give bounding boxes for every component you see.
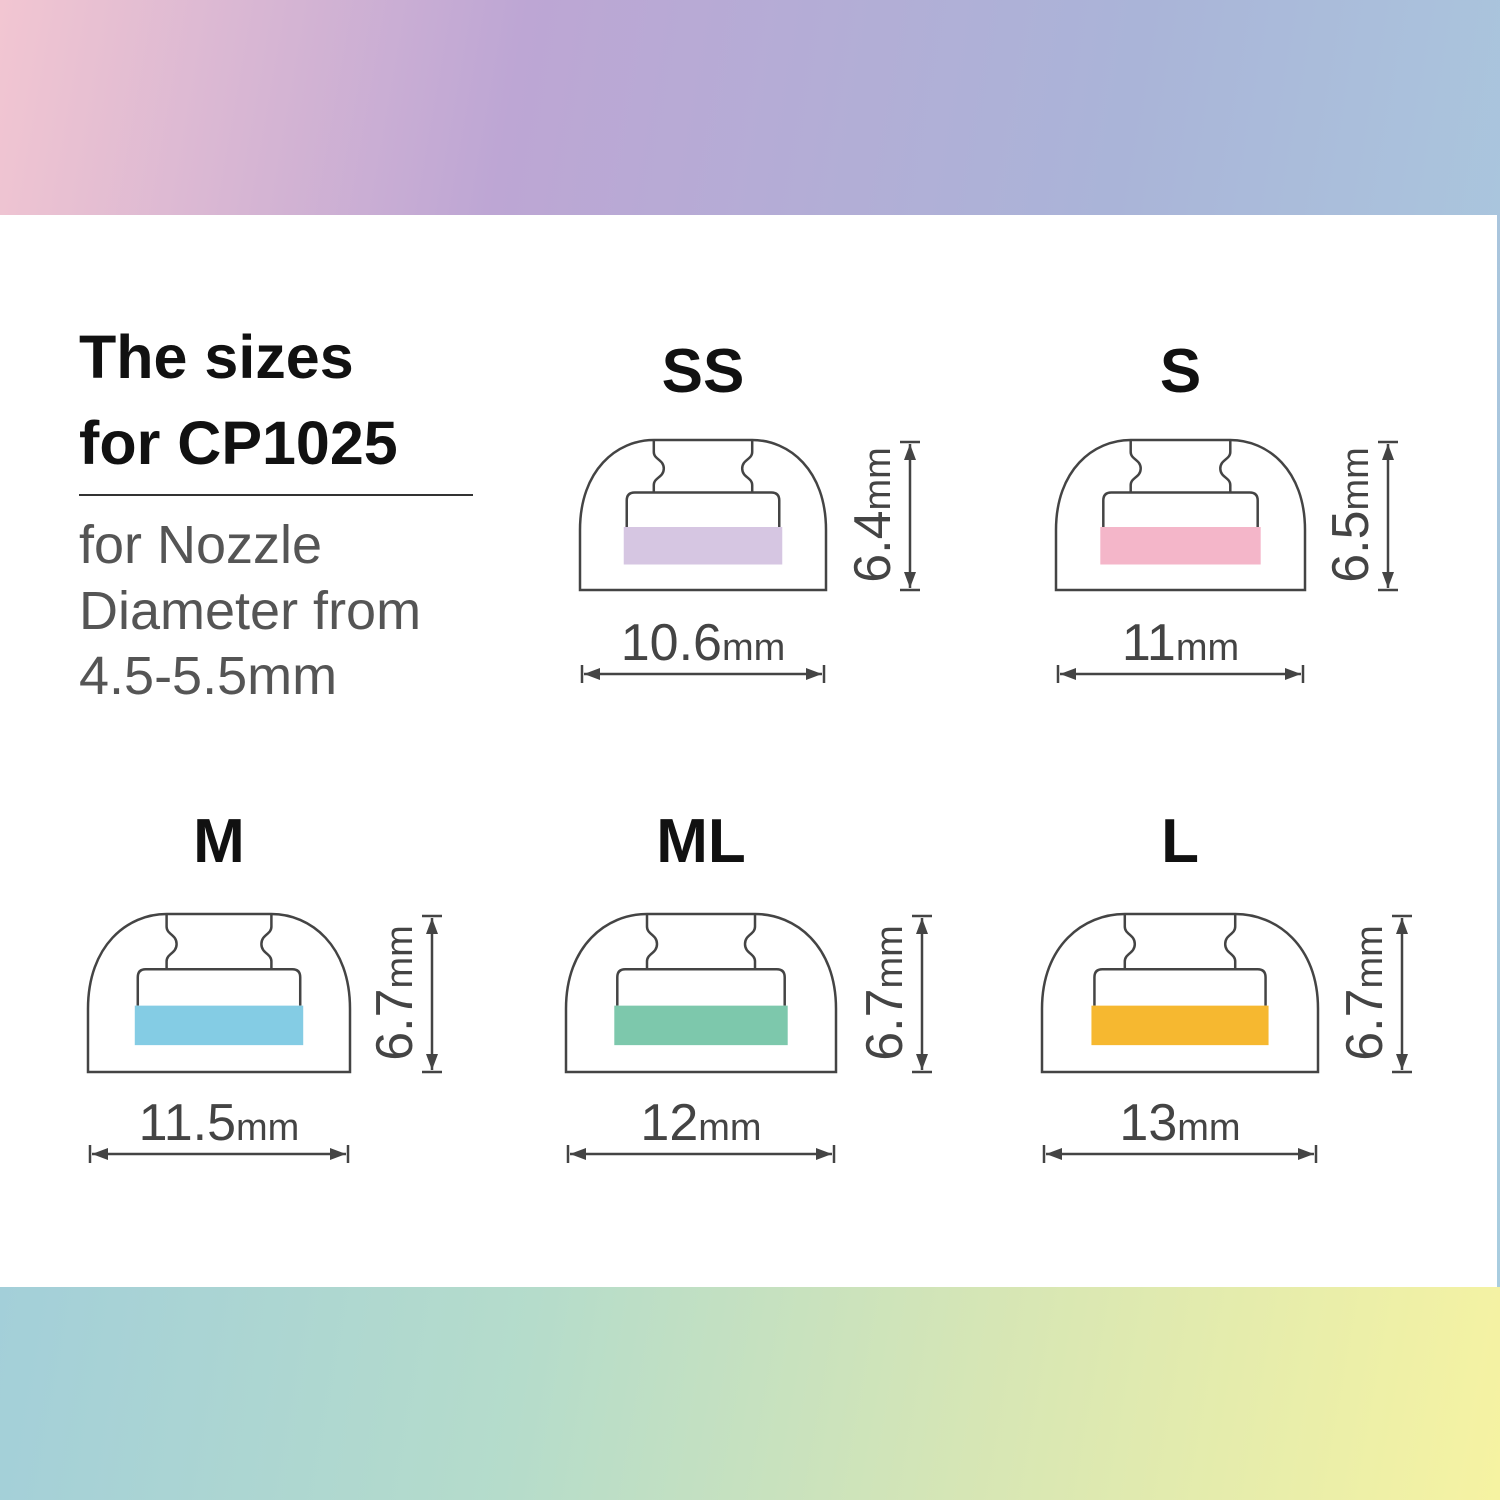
width-dimension-line <box>1056 665 1305 683</box>
color-band <box>614 1005 788 1046</box>
height-dimension-line <box>1392 914 1412 1074</box>
width-dimension-line <box>580 665 826 683</box>
inner-core <box>1093 968 1267 1006</box>
nozzle-neck <box>1123 914 1237 970</box>
color-band <box>1100 527 1261 565</box>
subheading-line-2: Diameter from <box>79 581 422 641</box>
width-value: 11mm <box>1122 614 1239 672</box>
subheading-line-1: for Nozzle <box>79 515 323 575</box>
ear-tip-outline <box>1040 912 1320 1074</box>
nozzle-neck <box>652 440 754 493</box>
inner-core <box>136 968 302 1006</box>
width-value: 12mm <box>640 1094 761 1152</box>
nozzle-neck <box>645 914 757 970</box>
tip-size-label: SS <box>662 337 745 406</box>
width-value: 13mm <box>1119 1094 1240 1152</box>
width-dimension-line <box>566 1145 836 1163</box>
height-value: 6.4mm <box>844 447 902 583</box>
height-value: 6.7mm <box>856 925 914 1061</box>
ear-tip-outline <box>564 912 838 1074</box>
width-value: 10.6mm <box>621 614 786 672</box>
height-arrowheads <box>426 918 438 1070</box>
height-value: 6.7mm <box>366 925 424 1061</box>
inner-core <box>1102 491 1259 527</box>
height-arrowheads <box>1382 444 1394 588</box>
inner-core <box>625 491 781 527</box>
heading-line-1: The sizes <box>79 323 354 391</box>
width-dimension-line <box>1042 1145 1318 1163</box>
ear-tip-outline <box>86 912 352 1074</box>
width-value: 11.5mm <box>139 1094 300 1152</box>
width-dimension-line <box>88 1145 350 1163</box>
height-dimension-line <box>900 440 920 592</box>
height-dimension-line <box>912 914 932 1074</box>
height-value: 6.5mm <box>1322 447 1380 583</box>
ear-tip-outline <box>1054 438 1307 592</box>
bottom-gradient-band <box>0 1287 1500 1500</box>
height-value: 6.7mm <box>1336 925 1394 1061</box>
color-band <box>1091 1005 1269 1046</box>
height-arrowheads <box>916 918 928 1070</box>
heading-line-2: for CP1025 <box>79 409 398 477</box>
tip-size-label: M <box>193 807 245 876</box>
tip-size-label: S <box>1160 337 1201 406</box>
color-band <box>134 1005 304 1046</box>
height-dimension-line <box>422 914 442 1074</box>
heading-divider <box>79 494 473 496</box>
nozzle-neck <box>1129 440 1232 493</box>
height-arrowheads <box>1396 918 1408 1070</box>
height-dimension-line <box>1378 440 1398 592</box>
height-arrowheads <box>904 444 916 588</box>
ear-tip-outline <box>578 438 828 592</box>
tip-size-label: ML <box>656 807 746 876</box>
color-band <box>623 527 783 565</box>
inner-core <box>616 968 786 1006</box>
content-panel <box>0 215 1497 1287</box>
tip-size-label: L <box>1161 807 1199 876</box>
subheading-line-3: 4.5-5.5mm <box>79 646 338 706</box>
nozzle-neck <box>165 914 273 970</box>
